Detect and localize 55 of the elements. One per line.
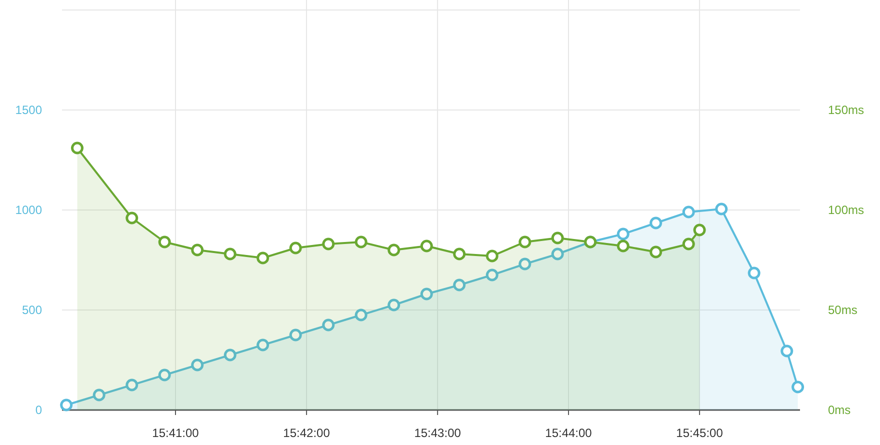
y-tick-label: 500 bbox=[22, 303, 42, 318]
point bbox=[92, 388, 106, 402]
point bbox=[388, 298, 400, 312]
x-tick-label: 15:41:00 bbox=[152, 426, 200, 440]
y-tick-label: 1000 bbox=[15, 203, 42, 218]
point bbox=[60, 398, 73, 412]
point bbox=[256, 338, 270, 352]
point bbox=[748, 266, 760, 280]
point bbox=[551, 248, 564, 260]
point bbox=[715, 202, 728, 216]
point bbox=[518, 258, 532, 270]
point bbox=[453, 278, 466, 292]
point bbox=[354, 308, 368, 322]
y2-tick-label: 0ms bbox=[828, 403, 851, 418]
point bbox=[616, 240, 630, 252]
x-tick-label: 15:45:00 bbox=[676, 426, 724, 440]
point bbox=[616, 228, 630, 240]
point bbox=[158, 236, 171, 248]
y2-tick-label: 100ms bbox=[828, 203, 864, 218]
x-tick-label: 15:44:00 bbox=[545, 426, 592, 440]
point bbox=[682, 238, 695, 250]
point bbox=[682, 206, 695, 218]
point bbox=[71, 142, 84, 154]
point bbox=[191, 358, 204, 372]
y-tick-label: 0 bbox=[35, 403, 42, 418]
point bbox=[289, 328, 302, 342]
point bbox=[420, 288, 433, 300]
y2-tick-label: 150ms bbox=[828, 103, 864, 118]
point bbox=[126, 212, 138, 224]
point bbox=[224, 248, 236, 260]
point bbox=[191, 244, 204, 256]
point bbox=[256, 252, 270, 264]
point bbox=[551, 232, 564, 244]
point bbox=[650, 246, 662, 258]
point bbox=[354, 236, 368, 248]
point bbox=[780, 344, 794, 358]
point bbox=[650, 216, 662, 230]
point bbox=[322, 318, 335, 332]
point bbox=[126, 378, 138, 392]
point bbox=[420, 240, 433, 252]
point bbox=[486, 268, 498, 282]
x-tick-label: 15:43:00 bbox=[414, 426, 462, 440]
point bbox=[693, 224, 706, 236]
point bbox=[453, 248, 466, 260]
point bbox=[792, 380, 804, 394]
y-tick-label: 1500 bbox=[15, 103, 42, 118]
point bbox=[486, 250, 498, 262]
point bbox=[158, 368, 171, 382]
point bbox=[388, 244, 400, 256]
x-tick-label: 15:42:00 bbox=[283, 426, 330, 440]
point bbox=[289, 242, 302, 254]
y2-tick-label: 50ms bbox=[828, 303, 858, 318]
point bbox=[518, 236, 532, 248]
point bbox=[322, 238, 335, 250]
point bbox=[224, 348, 236, 362]
